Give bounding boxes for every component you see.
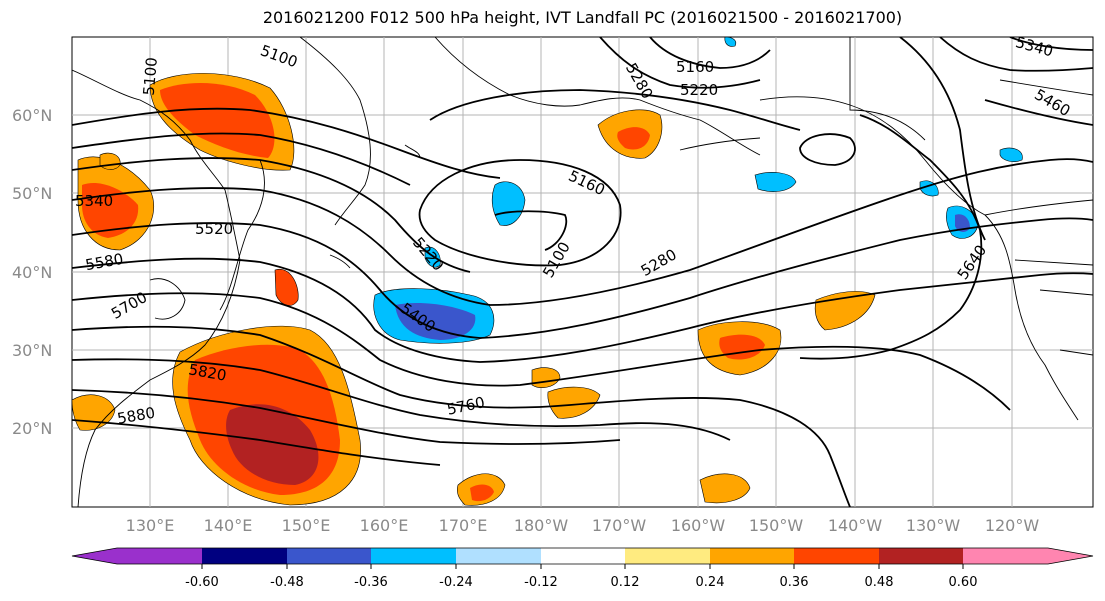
latitude-labels: 60°N 50°N 40°N 30°N 20°N — [12, 106, 52, 438]
lat-label: 30°N — [12, 341, 52, 360]
lon-label: 150°E — [282, 516, 331, 535]
colorbar: -0.60 -0.48 -0.36 -0.24 -0.12 0.12 0.24 … — [71, 547, 1094, 590]
colorbar-segment — [287, 548, 371, 564]
lon-label: 170°E — [439, 516, 488, 535]
lon-label: 130°W — [906, 516, 961, 535]
colorbar-tick-label: -0.36 — [354, 575, 388, 590]
colorbar-tick-label: 0.12 — [611, 575, 640, 590]
colorbar-tick-label: 0.24 — [696, 575, 725, 590]
lon-label: 180°W — [514, 516, 569, 535]
colorbar-tick-label: -0.60 — [185, 575, 219, 590]
lat-label: 20°N — [12, 419, 52, 438]
contour-label: 5220 — [680, 81, 718, 99]
contour-label: 5340 — [75, 192, 113, 210]
colorbar-segment — [202, 548, 287, 564]
colorbar-tick-label: 0.48 — [865, 575, 894, 590]
lon-label: 130°E — [126, 516, 175, 535]
lon-label: 160°W — [671, 516, 726, 535]
map-title: 2016021200 F012 500 hPa height, IVT Land… — [262, 8, 903, 27]
lat-label: 60°N — [12, 106, 52, 125]
lon-label: 140°E — [204, 516, 253, 535]
colorbar-segment — [456, 548, 541, 564]
colorbar-segment — [710, 548, 794, 564]
colorbar-tick-label: 0.60 — [949, 575, 978, 590]
colorbar-tick-label: -0.12 — [524, 575, 558, 590]
longitude-labels: 130°E 140°E 150°E 160°E 170°E 180°W 170°… — [126, 516, 1040, 535]
colorbar-outline — [71, 547, 1094, 565]
lat-label: 40°N — [12, 263, 52, 282]
colorbar-segment — [117, 548, 202, 564]
colorbar-segment — [794, 548, 879, 564]
height-contours — [72, 37, 1093, 507]
colorbar-segment — [879, 548, 963, 564]
colorbar-tick-label: -0.24 — [439, 575, 473, 590]
colorbar-segment — [625, 548, 710, 564]
contour-label: 5520 — [195, 220, 233, 238]
colorbar-segment — [371, 548, 456, 564]
lon-label: 150°W — [749, 516, 804, 535]
lon-label: 140°W — [828, 516, 883, 535]
colorbar-tick-label: 0.36 — [780, 575, 809, 590]
lon-label: 170°W — [592, 516, 647, 535]
colorbar-segment — [541, 548, 625, 564]
colorbar-tick-label: -0.48 — [270, 575, 304, 590]
contour-label: 5160 — [676, 58, 714, 76]
lon-label: 160°E — [360, 516, 409, 535]
colorbar-extend-low — [72, 548, 117, 564]
ivt-positive-shading — [72, 73, 876, 506]
lat-label: 50°N — [12, 184, 52, 203]
colorbar-segment — [963, 548, 1048, 564]
ivt-negative-shading — [373, 37, 1023, 344]
colorbar-extend-high — [1048, 548, 1093, 564]
lon-label: 120°W — [985, 516, 1040, 535]
contour-label: 5100 — [140, 57, 161, 97]
